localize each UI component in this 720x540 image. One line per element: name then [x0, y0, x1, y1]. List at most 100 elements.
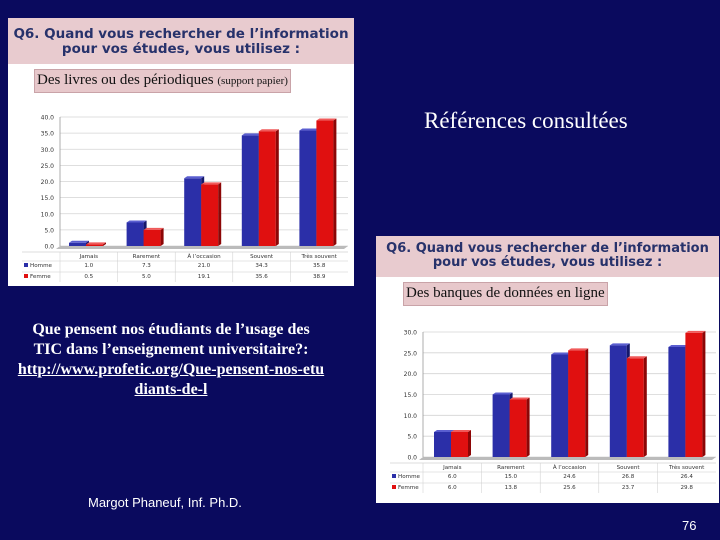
chart-floor [56, 246, 348, 249]
bar-side [702, 330, 706, 457]
table-value: 7.3 [142, 263, 151, 269]
table-value: 0.5 [84, 274, 93, 280]
bar-homme [668, 347, 686, 457]
chart-panel-databases: Q6. Quand vous rechercher de l’informati… [376, 236, 719, 503]
bar-top [126, 220, 147, 223]
y-tick-label: 10.0 [41, 211, 55, 218]
bar-top [434, 430, 454, 432]
legend-label-homme: Homme [398, 474, 421, 480]
page-number: 76 [682, 518, 697, 533]
table-value: 29.8 [680, 485, 693, 491]
bar-side [585, 348, 589, 457]
x-tick-label: À l’occasion [553, 464, 587, 471]
bar-femme [258, 131, 276, 246]
chart-subtitle: Des banques de données en ligne [403, 282, 608, 306]
subtitle-note: (support papier) [217, 75, 288, 87]
table-value: 38.9 [313, 274, 326, 280]
table-value: 5.0 [142, 274, 151, 280]
y-tick-label: 15.0 [41, 195, 55, 202]
table-value: 21.0 [198, 263, 211, 269]
x-tick-label: Jamais [442, 465, 462, 471]
table-value: 35.8 [313, 263, 326, 269]
bar-side [160, 227, 164, 246]
bar-chart-books: 0.0 5.0 10.0 15.0 20.0 25.0 30.0 35.0 40.0 Jamais… [22, 115, 348, 282]
y-tick-label: 25.0 [41, 163, 55, 170]
legend-swatch [24, 274, 28, 278]
bar-homme [69, 242, 86, 246]
table-value: 19.1 [198, 274, 211, 280]
x-tick-label: Rarement [133, 254, 161, 260]
bar-femme [316, 120, 334, 246]
bar-homme [609, 345, 627, 457]
bar-femme [568, 350, 586, 457]
y-tick-label: 5.0 [44, 227, 54, 234]
y-tick-label: 40.0 [41, 115, 55, 122]
table-value: 26.4 [680, 474, 693, 480]
bar-homme [241, 135, 259, 246]
legend-swatch [24, 263, 28, 267]
y-tick-label: 15.0 [404, 392, 418, 399]
question-line-1: Q6. Quand vous rechercher de l’informati… [13, 26, 349, 42]
bar-femme [143, 229, 161, 246]
bar-homme [434, 432, 451, 457]
bar-top [551, 352, 572, 355]
table-value: 25.6 [563, 485, 576, 491]
y-tick-label: 0.0 [44, 244, 54, 251]
bar-chart-databases: 0.0 5.0 10.0 15.0 20.0 25.0 30.0 Jamais Rarement… [390, 330, 716, 493]
bar-top [492, 392, 513, 395]
source-link[interactable]: http://www.profetic.org/Que-pensent-nos-… [17, 361, 325, 398]
legend-swatch [392, 474, 396, 478]
legend-swatch [392, 485, 396, 489]
subtitle-text: Des banques de données en ligne [406, 285, 605, 301]
bar-top [509, 397, 530, 400]
question-line-2: pour vos études, vous utilisez : [61, 40, 301, 57]
x-tick-label: Rarement [497, 465, 525, 471]
bar-side [643, 356, 647, 457]
bar-femme [201, 184, 219, 246]
legend-label-femme: Femme [398, 485, 419, 491]
chart-panel-books: Q6. Quand vous rechercher de l’informati… [8, 18, 354, 286]
x-tick-label: Très souvent [668, 464, 705, 471]
bar-top [86, 242, 106, 245]
bar-femme [86, 244, 103, 246]
x-tick-label: Souvent [617, 465, 641, 471]
x-tick-label: Souvent [250, 254, 274, 260]
table-value: 15.0 [505, 474, 518, 480]
table-value: 23.7 [622, 485, 635, 491]
subtitle-text: Des livres ou des périodiques [37, 72, 214, 88]
legend-label-femme: Femme [30, 274, 51, 280]
bar-femme [685, 332, 703, 457]
bar-top [69, 240, 89, 243]
source-line-1: Que pensent nos étudiants de l’usage des [32, 321, 310, 338]
bar-top [568, 348, 589, 351]
chart-floor [419, 457, 716, 460]
bar-side [526, 397, 530, 457]
bar-top [241, 133, 262, 136]
table-value: 34.3 [255, 263, 268, 269]
bar-femme [451, 432, 468, 457]
bar-homme [299, 130, 317, 246]
x-tick-label: Jamais [79, 254, 99, 260]
y-tick-label: 0.0 [407, 455, 417, 462]
bar-top [609, 343, 630, 346]
y-tick-label: 10.0 [404, 413, 418, 420]
x-tick-label: Très souvent [301, 253, 338, 260]
table-value: 24.6 [563, 474, 576, 480]
bar-top [258, 129, 279, 132]
bar-side [468, 430, 471, 457]
x-tick-label: À l’occasion [187, 253, 221, 260]
bar-top [668, 345, 689, 347]
table-value: 6.0 [448, 485, 457, 491]
bar-top [143, 227, 164, 230]
table-value: 13.8 [505, 485, 518, 491]
y-tick-label: 20.0 [41, 179, 55, 186]
bar-femme [626, 358, 644, 457]
bar-side [218, 182, 222, 246]
y-tick-label: 5.0 [407, 434, 417, 441]
source-line-2: TIC dans l’enseignement universitaire?: [33, 341, 309, 358]
bar-homme [551, 354, 569, 457]
question-heading: Q6. Quand vous rechercher de l’informati… [8, 18, 354, 64]
bar-top [316, 118, 337, 121]
question-line-1: Q6. Quand vous rechercher de l’informati… [386, 241, 709, 256]
bar-homme [184, 178, 202, 246]
